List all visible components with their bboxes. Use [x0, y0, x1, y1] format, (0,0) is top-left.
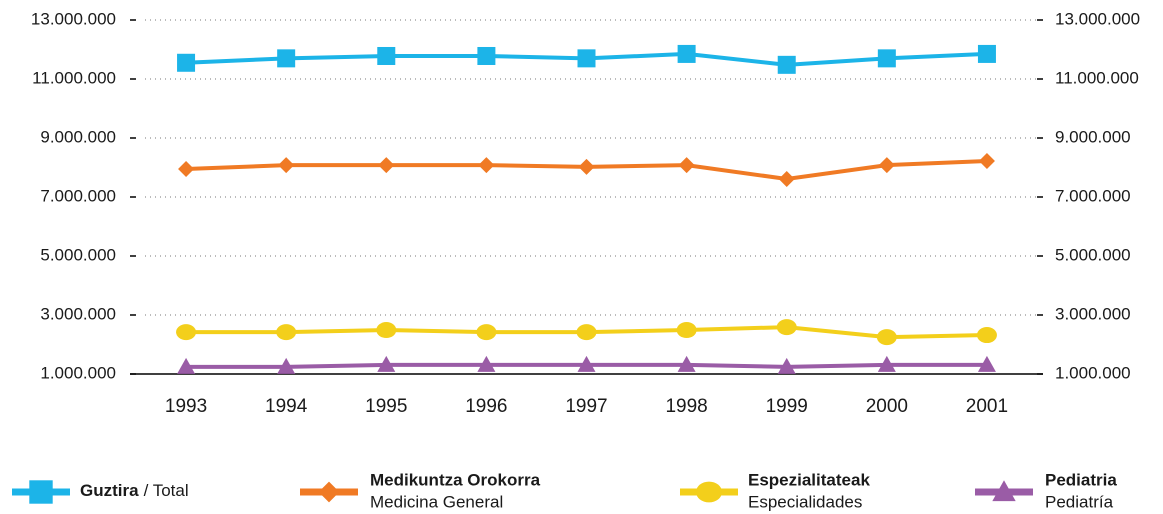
marker [478, 157, 495, 174]
x-tick-label: 1994 [265, 396, 308, 417]
marker [276, 324, 297, 341]
x-tick-label: 2000 [866, 396, 908, 417]
y-tick-label: 3.000.000 [40, 304, 116, 323]
marker [876, 329, 897, 346]
marker [277, 49, 296, 68]
marker [778, 171, 795, 188]
marker [578, 158, 595, 175]
marker [318, 481, 340, 503]
marker [677, 44, 696, 63]
marker [992, 480, 1016, 502]
y2-tick-label: 7.000.000 [1055, 186, 1131, 205]
legend-label: Guztira / Total [80, 481, 189, 500]
marker [696, 481, 722, 503]
marker [176, 324, 197, 341]
marker [378, 157, 395, 174]
marker [277, 357, 296, 374]
marker [178, 160, 195, 177]
legend-name-secondary: Especialidades [748, 492, 862, 511]
marker [477, 355, 496, 372]
marker [29, 480, 53, 504]
y-tick-label: 1.000.000 [40, 363, 116, 382]
marker [177, 53, 196, 72]
y2-tick-label: 1.000.000 [1055, 363, 1131, 382]
marker [577, 49, 596, 68]
y2-tick-label: 13.000.000 [1055, 9, 1140, 28]
marker [877, 355, 896, 372]
x-tick-label: 1998 [665, 396, 707, 417]
x-tick-label: 1993 [165, 396, 207, 417]
x-tick-label: 1996 [465, 396, 507, 417]
y-tick-label: 5.000.000 [40, 245, 116, 264]
marker [977, 44, 996, 63]
marker [376, 322, 397, 339]
legend-name-secondary: Pediatría [1045, 492, 1114, 511]
y-tick-label: 9.000.000 [40, 127, 116, 146]
marker [878, 157, 895, 174]
marker [477, 46, 496, 65]
marker [777, 357, 796, 374]
y-tick-label: 7.000.000 [40, 186, 116, 205]
marker [278, 157, 295, 174]
marker [978, 153, 995, 170]
y2-tick-label: 5.000.000 [1055, 245, 1131, 264]
y2-tick-label: 11.000.000 [1055, 68, 1139, 87]
marker [677, 355, 696, 372]
x-tick-label: 1995 [365, 396, 407, 417]
legend-name: Medikuntza Orokorra [370, 470, 541, 489]
y-tick-label: 13.000.000 [31, 9, 116, 28]
marker [777, 55, 796, 74]
legend-name: Pediatria [1045, 470, 1117, 489]
marker [877, 49, 896, 68]
marker [676, 322, 697, 339]
marker [577, 355, 596, 372]
x-tick-label: 2001 [966, 396, 1008, 417]
y2-tick-label: 9.000.000 [1055, 127, 1131, 146]
marker [576, 324, 597, 341]
marker [678, 157, 695, 174]
legend-name-secondary: / Total [144, 481, 189, 500]
legend-name-secondary: Medicina General [370, 492, 503, 511]
marker [377, 355, 396, 372]
marker [476, 324, 497, 341]
marker [177, 357, 196, 374]
marker [377, 46, 396, 65]
y2-tick-label: 3.000.000 [1055, 304, 1131, 323]
legend-name: Espezialitateak [748, 470, 870, 489]
legend-name: Guztira [80, 481, 139, 500]
y-tick-label: 11.000.000 [32, 68, 116, 87]
marker [776, 319, 797, 336]
marker [976, 327, 997, 344]
x-tick-label: 1999 [766, 396, 808, 417]
x-tick-label: 1997 [565, 396, 607, 417]
marker [977, 355, 996, 372]
